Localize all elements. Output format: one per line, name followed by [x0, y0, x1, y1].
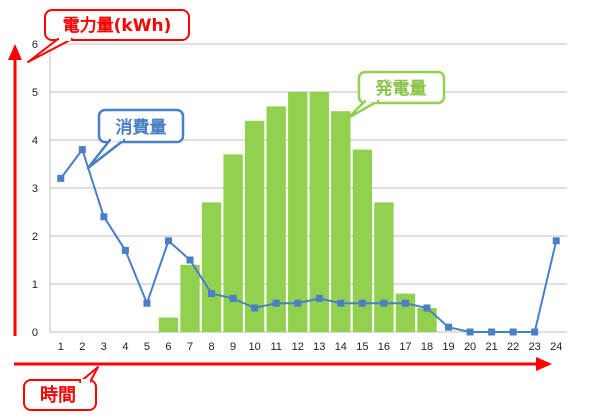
- bar-generation: [201, 202, 222, 332]
- xlabel-text: 時間: [40, 385, 76, 406]
- bar-generation: [374, 202, 394, 332]
- x-tick-label: 23: [529, 341, 541, 353]
- consumption-callout-box: [97, 108, 185, 144]
- consumption-point: [143, 299, 151, 307]
- bar-generation: [331, 111, 351, 332]
- bar-generation: [180, 264, 200, 332]
- x-tick-label: 5: [144, 341, 150, 353]
- generation-callout-pointer: [346, 99, 380, 120]
- consumption-point: [488, 328, 496, 336]
- consumption-point: [552, 237, 560, 245]
- y-tick-label: 0: [32, 327, 38, 339]
- x-tick-label: 13: [313, 341, 325, 353]
- y-tick-label: 2: [32, 231, 38, 243]
- consumption-point: [445, 323, 453, 331]
- ylabel-callout-box: [44, 9, 190, 41]
- x-tick-label: 16: [378, 341, 390, 353]
- y-tick-label: 5: [32, 87, 38, 99]
- x-tick-label: 6: [165, 341, 171, 353]
- bar-generation: [223, 154, 243, 332]
- x-tick-label: 1: [58, 341, 64, 353]
- y-tick-label: 1: [32, 279, 38, 291]
- x-axis-arrowhead: [536, 357, 552, 371]
- consumption-point: [164, 237, 172, 245]
- consumption-point: [337, 299, 345, 307]
- x-tick-label: 15: [356, 341, 368, 353]
- x-tick-label: 24: [550, 341, 562, 353]
- x-tick-label: 17: [399, 341, 411, 353]
- consumption-callout: 消費量: [86, 108, 185, 170]
- x-tick-label: 19: [442, 341, 454, 353]
- consumption-point: [57, 174, 65, 182]
- x-tick-label: 9: [230, 341, 236, 353]
- x-tick-label: 2: [79, 341, 85, 353]
- x-tick-label: 20: [464, 341, 476, 353]
- consumption-point: [78, 146, 86, 154]
- consumption-point: [315, 294, 323, 302]
- consumption-point: [251, 304, 259, 312]
- y-tick-labels: 0 1 2 3 4 5 6: [32, 39, 38, 339]
- generation-callout-box: [357, 70, 446, 105]
- consumption-point: [358, 299, 366, 307]
- generation-label: 発電量: [375, 78, 427, 99]
- consumption-point: [466, 328, 474, 336]
- consumption-point: [121, 246, 129, 254]
- consumption-callout-pointer: [86, 138, 126, 170]
- consumption-point: [294, 299, 302, 307]
- consumption-label: 消費量: [116, 117, 167, 138]
- consumption-point: [229, 294, 237, 302]
- bar-generation: [266, 106, 286, 333]
- x-tick-label: 11: [270, 341, 281, 353]
- xlabel-callout: 時間: [23, 366, 99, 411]
- y-tick-label: 6: [32, 39, 38, 51]
- consumption-point: [509, 328, 517, 336]
- gridlines: [49, 43, 567, 333]
- x-tick-label: 7: [187, 341, 193, 353]
- generation-bars: [158, 92, 437, 333]
- ylabel-text: 電力量(kWh): [63, 15, 172, 36]
- x-tick-labels: 1 2 3 4 5 6 7 8 9 10 11 12 13 14 15 16 17 18 19 20 21 22 23 24: [58, 341, 563, 353]
- bar-generation: [395, 293, 416, 332]
- x-tick-label: 3: [101, 341, 107, 353]
- bar-generation: [417, 308, 437, 332]
- x-tick-label: 22: [507, 341, 519, 353]
- bar-generation: [352, 149, 373, 332]
- consumption-point: [100, 213, 108, 221]
- x-tick-label: 14: [335, 341, 347, 353]
- consumption-point: [380, 299, 388, 307]
- consumption-point: [531, 328, 539, 336]
- consumption-polyline: [59, 147, 558, 333]
- x-tick-label: 18: [421, 341, 433, 353]
- generation-callout: 発電量: [346, 70, 446, 120]
- consumption-point: [423, 304, 431, 312]
- consumption-point: [401, 299, 409, 307]
- x-tick-label: 8: [209, 341, 215, 353]
- consumption-point: [272, 299, 280, 307]
- xlabel-callout-box: [23, 379, 97, 411]
- y-tick-label: 4: [32, 135, 38, 147]
- bar-generation: [309, 92, 329, 332]
- consumption-line: [57, 146, 560, 336]
- consumption-point: [208, 290, 216, 298]
- y-axis-arrowhead: [8, 44, 22, 60]
- x-tick-label: 21: [485, 341, 497, 353]
- y-tick-label: 3: [32, 183, 38, 195]
- bar-generation: [158, 317, 179, 332]
- consumption-point: [186, 256, 194, 264]
- bar-generation: [244, 120, 265, 332]
- axis-arrows: [8, 44, 552, 371]
- ylabel-callout: 電力量(kWh): [27, 9, 190, 63]
- x-tick-label: 12: [292, 341, 304, 353]
- bar-generation: [288, 92, 308, 332]
- x-tick-label: 10: [249, 341, 261, 353]
- x-tick-label: 4: [122, 341, 128, 353]
